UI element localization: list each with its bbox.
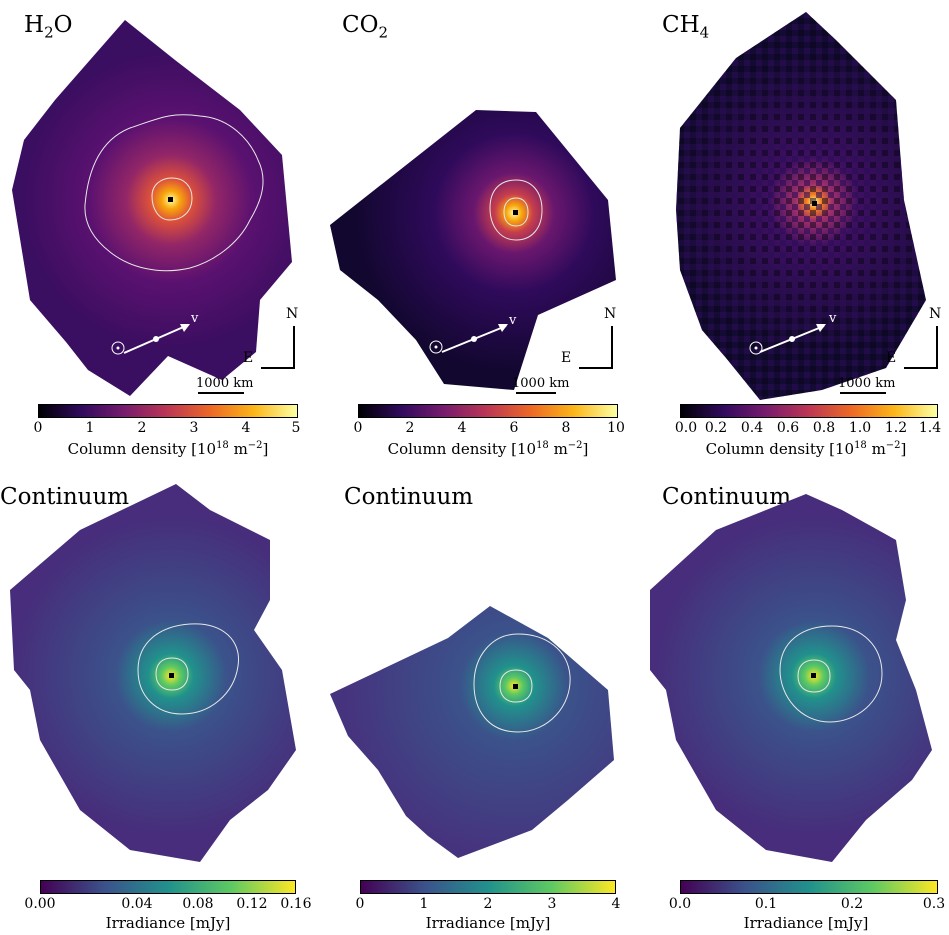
tick-label: 3 bbox=[189, 420, 199, 436]
panel-h2o: H2O v N E 1000 km 0 1 2 3 bbox=[0, 0, 316, 470]
colorbar-label: Irradiance [mJy] bbox=[105, 914, 231, 932]
panel-ch4: CH4 v N E 1000 km bbox=[636, 0, 949, 470]
contour-inner bbox=[155, 657, 189, 691]
scale-label: 1000 km bbox=[838, 376, 896, 391]
tick-label: 1 bbox=[419, 896, 429, 912]
colorbar-label: Irradiance [mJy] bbox=[425, 914, 551, 932]
contour-outer bbox=[84, 114, 264, 272]
colorbar bbox=[360, 880, 616, 894]
compass: N E bbox=[561, 306, 623, 376]
colorbar bbox=[680, 404, 938, 418]
tick-label: 0.2 bbox=[840, 896, 864, 912]
tick-label: 0.16 bbox=[280, 896, 312, 912]
tick-label: 5 bbox=[291, 420, 301, 436]
contour-inner bbox=[151, 177, 193, 221]
tick-label: 1 bbox=[85, 420, 95, 436]
tick-label: 4 bbox=[611, 896, 621, 912]
image-footprint bbox=[10, 484, 296, 862]
compass: N E bbox=[886, 306, 946, 376]
tick-label: 0.0 bbox=[668, 896, 692, 912]
tick-label: 1.0 bbox=[848, 420, 872, 436]
tick-label: 0.3 bbox=[922, 896, 946, 912]
image-footprint bbox=[330, 110, 616, 390]
ch4-column-density-map bbox=[676, 12, 926, 400]
scale-bar bbox=[516, 392, 556, 394]
tick-label: 0.0 bbox=[674, 420, 698, 436]
colorbar bbox=[40, 880, 296, 894]
tick-label: 0.6 bbox=[776, 420, 800, 436]
tick-label: 2 bbox=[137, 420, 147, 436]
velocity-label: v bbox=[509, 313, 517, 328]
nucleus-marker bbox=[513, 210, 518, 215]
tick-label: 2 bbox=[483, 896, 493, 912]
co2-column-density-map bbox=[330, 110, 616, 390]
nucleus-marker bbox=[812, 201, 817, 206]
image-footprint bbox=[12, 20, 292, 396]
colorbar bbox=[358, 404, 618, 418]
contour-outer bbox=[779, 625, 883, 723]
velocity-label: v bbox=[829, 311, 837, 326]
tick-label: 10 bbox=[607, 420, 625, 436]
image-footprint bbox=[650, 494, 932, 862]
tick-label: 0 bbox=[355, 896, 365, 912]
tick-label: 8 bbox=[561, 420, 571, 436]
panel-continuum-3: Continuum 0.0 0.1 0.2 0.3 Irradiance [mJ… bbox=[636, 470, 949, 935]
tick-label: 0 bbox=[353, 420, 363, 436]
tick-label: 0.08 bbox=[182, 896, 214, 912]
tick-label: 0.2 bbox=[704, 420, 728, 436]
tick-label: 4 bbox=[457, 420, 467, 436]
colorbar-label: Column density [1018 m−2] bbox=[387, 440, 589, 458]
velocity-label: v bbox=[191, 311, 199, 326]
contour-outer bbox=[137, 623, 239, 715]
colorbar bbox=[680, 880, 938, 894]
tick-label: 3 bbox=[547, 896, 557, 912]
scale-label: 1000 km bbox=[196, 376, 254, 391]
compass: N E bbox=[243, 306, 305, 376]
contour-inner bbox=[499, 669, 533, 703]
panel-co2: CO2 v N E 1000 km 0 2 4 6 bbox=[318, 0, 634, 470]
scale-bar bbox=[840, 392, 886, 394]
nucleus-marker bbox=[168, 197, 173, 202]
tick-label: 4 bbox=[241, 420, 251, 436]
tick-label: 1.2 bbox=[884, 420, 908, 436]
contour-outer bbox=[473, 633, 571, 733]
tick-label: 6 bbox=[509, 420, 519, 436]
panel-title: CO2 bbox=[342, 12, 389, 42]
continuum-irradiance-map bbox=[650, 494, 932, 862]
nucleus-marker bbox=[513, 684, 518, 689]
nucleus-marker bbox=[811, 673, 816, 678]
scale-label: 1000 km bbox=[512, 376, 570, 391]
continuum-irradiance-map bbox=[10, 484, 296, 862]
nucleus-marker bbox=[169, 673, 174, 678]
panel-title: Continuum bbox=[344, 484, 474, 510]
panel-continuum-1: Continuum 0.00 0.04 0.08 0.12 0.16 Irrad… bbox=[0, 470, 316, 935]
h2o-column-density-map bbox=[12, 20, 292, 396]
scale-bar bbox=[198, 392, 244, 394]
colorbar-label: Column density [1018 m−2] bbox=[705, 440, 907, 458]
colorbar-label: Irradiance [mJy] bbox=[743, 914, 869, 932]
tick-label: 2 bbox=[405, 420, 415, 436]
tick-label: 0 bbox=[33, 420, 43, 436]
image-footprint bbox=[330, 606, 614, 858]
tick-label: 0.8 bbox=[812, 420, 836, 436]
tick-label: 0.1 bbox=[754, 896, 778, 912]
tick-label: 0.04 bbox=[121, 896, 153, 912]
tick-label: 0.4 bbox=[740, 420, 764, 436]
contour-inner bbox=[797, 659, 831, 693]
tick-label: 0.00 bbox=[24, 896, 56, 912]
tick-label: 1.4 bbox=[918, 420, 942, 436]
colorbar-label: Column density [1018 m−2] bbox=[67, 440, 269, 458]
contour-outer bbox=[489, 179, 543, 241]
panel-title: H2O bbox=[24, 12, 73, 42]
tick-label: 0.12 bbox=[236, 896, 268, 912]
contour-inner bbox=[503, 197, 529, 227]
continuum-irradiance-map bbox=[330, 606, 614, 858]
panel-title: Continuum bbox=[662, 484, 792, 510]
colorbar bbox=[38, 404, 298, 418]
panel-title: Continuum bbox=[0, 484, 130, 510]
panel-title: CH4 bbox=[662, 12, 710, 42]
panel-continuum-2: Continuum 0 1 2 3 4 Irradiance [mJy] bbox=[318, 470, 634, 935]
